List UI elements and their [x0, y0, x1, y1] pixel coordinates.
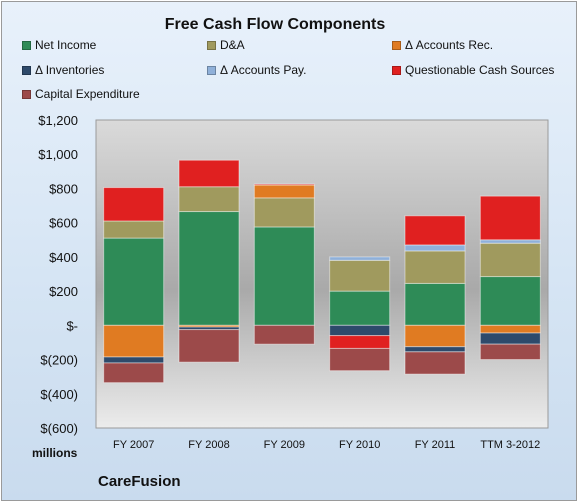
legend-label: D&A — [220, 38, 245, 52]
x-tick-label: TTM 3-2012 — [480, 439, 540, 451]
bar-segment — [178, 329, 240, 363]
bar-segment — [253, 197, 315, 228]
bar-segment — [103, 356, 165, 364]
legend-item: Questionable Cash Sources — [392, 63, 554, 77]
bar-segment — [404, 324, 466, 348]
legend-item: D&A — [207, 38, 245, 52]
legend-item: Δ Inventories — [22, 63, 104, 77]
bar-segment — [103, 324, 165, 358]
y-tick-label: $400 — [49, 250, 78, 265]
units-label: millions — [32, 446, 78, 460]
y-tick-label: $1,000 — [38, 147, 78, 162]
legend-label: Δ Inventories — [35, 63, 105, 77]
bar-segment — [404, 282, 466, 326]
bar-segment — [178, 211, 240, 326]
legend-swatch — [207, 66, 216, 75]
bar-segment — [103, 362, 165, 384]
chart-title: Free Cash Flow Components — [164, 16, 386, 33]
x-tick-label: FY 2008 — [188, 439, 229, 451]
y-tick-label: $600 — [49, 216, 78, 231]
legend-item: Δ Accounts Rec. — [392, 38, 493, 52]
bar-segment — [329, 256, 391, 261]
bar-segment — [404, 215, 466, 246]
bar-segment — [479, 239, 541, 244]
x-tick-label: FY 2011 — [415, 439, 456, 451]
legend-swatch — [22, 66, 31, 75]
y-tick-label: $800 — [49, 181, 78, 196]
bar-segment — [329, 259, 391, 292]
bar-segment — [479, 332, 541, 345]
bar-segment — [253, 183, 315, 186]
bar-segment — [253, 324, 315, 345]
company-name: CareFusion — [98, 473, 181, 490]
bar-segment — [404, 250, 466, 284]
plot-area — [95, 119, 549, 429]
legend-label: Capital Expenditure — [35, 87, 140, 101]
bar-segment — [178, 159, 240, 188]
y-tick-label: $200 — [49, 284, 78, 299]
bar-segment — [479, 276, 541, 326]
y-tick-label: $(600) — [40, 421, 78, 436]
x-tick-label: FY 2009 — [264, 439, 305, 451]
legend-swatch — [207, 41, 216, 50]
bar-segment — [178, 186, 240, 213]
bar-segment — [103, 220, 165, 239]
legend-item: Net Income — [22, 38, 96, 52]
bar-segment — [404, 346, 466, 353]
legend-swatch — [392, 66, 401, 75]
legend-swatch — [22, 41, 31, 50]
y-tick-label: $- — [66, 318, 78, 333]
y-tick-label: $(400) — [40, 387, 78, 402]
x-tick-label: FY 2010 — [339, 439, 380, 451]
bar-segment — [253, 226, 315, 326]
bar-segment — [404, 244, 466, 252]
bar-segment — [479, 324, 541, 334]
x-tick-label: FY 2007 — [113, 439, 154, 451]
bar-segment — [329, 290, 391, 326]
bar-segment — [329, 324, 391, 337]
bar-segment — [479, 242, 541, 278]
bar-segment — [479, 195, 541, 241]
bar-segment — [103, 187, 165, 222]
bar-segment — [479, 343, 541, 361]
bar-segment — [404, 351, 466, 375]
legend-label: Net Income — [35, 38, 97, 52]
bar-segment — [329, 347, 391, 372]
legend-item: Capital Expenditure — [22, 87, 140, 101]
legend-label: Δ Accounts Rec. — [405, 38, 494, 52]
bar-segment — [253, 184, 315, 199]
legend-label: Questionable Cash Sources — [405, 63, 555, 77]
legend-item: Δ Accounts Pay. — [207, 63, 307, 77]
bar-segment — [103, 237, 165, 326]
y-tick-label: $(200) — [40, 353, 78, 368]
legend-label: Δ Accounts Pay. — [220, 63, 307, 77]
legend-swatch — [22, 90, 31, 99]
legend-swatch — [392, 41, 401, 50]
y-tick-label: $1,200 — [38, 113, 78, 128]
bar-segment — [329, 335, 391, 349]
